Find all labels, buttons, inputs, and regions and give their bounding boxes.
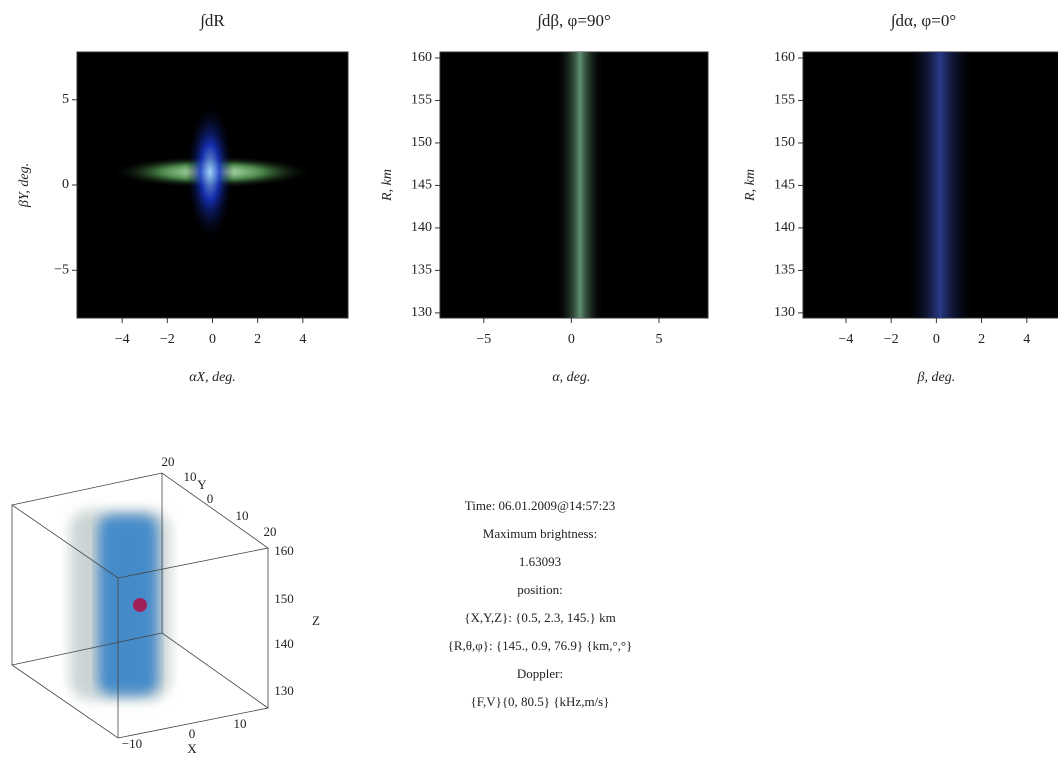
x-tick-label: −2 [884, 332, 899, 347]
cube-label: 20 [162, 454, 175, 469]
x-tick-label: 4 [299, 332, 306, 347]
x-axis-label: β, deg. [917, 370, 956, 385]
cube-label: 0 [189, 726, 196, 741]
cube-label: 10 [236, 508, 249, 523]
info-line: {X,Y,Z}: {0.5, 2.3, 145.} km [464, 610, 615, 625]
y-tick-label: −5 [54, 262, 69, 277]
cube-label: Y [197, 477, 207, 492]
x-tick-label: 0 [568, 332, 575, 347]
cube-label: X [187, 741, 197, 756]
y-axis-label: R, km [743, 169, 758, 202]
x-tick-label: 5 [655, 332, 662, 347]
x-tick-label: 4 [1023, 332, 1030, 347]
glow [905, 52, 975, 318]
x-tick-label: −5 [476, 332, 491, 347]
cube-label: 10 [234, 716, 247, 731]
info-line: Time: 06.01.2009@14:57:23 [465, 498, 616, 513]
chart-title: ∫dR [199, 11, 225, 31]
cube-label: 0 [207, 491, 214, 506]
y-tick-label: 135 [774, 263, 795, 278]
info-line: Maximum brightness: [483, 526, 597, 541]
y-tick-label: 150 [774, 135, 795, 150]
y-tick-label: 155 [411, 93, 432, 108]
x-tick-label: 0 [209, 332, 216, 347]
y-tick-label: 5 [62, 92, 69, 107]
info-line: position: [517, 582, 563, 597]
y-tick-label: 0 [62, 177, 69, 192]
x-tick-label: 2 [254, 332, 261, 347]
cube-label: 130 [274, 683, 294, 698]
y-tick-label: 160 [774, 50, 795, 65]
cube-label: Z [312, 613, 320, 628]
x-tick-label: −2 [160, 332, 175, 347]
y-tick-label: 140 [774, 220, 795, 235]
x-tick-label: 2 [978, 332, 985, 347]
y-tick-label: 130 [411, 305, 432, 320]
info-line: Doppler: [517, 666, 563, 681]
info-line: 1.63093 [519, 554, 561, 569]
cube-label: −10 [122, 736, 142, 751]
cube [11, 472, 269, 739]
x-tick-label: −4 [838, 332, 853, 347]
y-tick-label: 145 [411, 178, 432, 193]
glow [186, 102, 234, 242]
cube-label: 140 [274, 636, 294, 651]
y-tick-label: 145 [774, 178, 795, 193]
info-line: {R,θ,φ}: {145., 0.9, 76.9} {km,°,°} [448, 638, 633, 653]
x-tick-label: −4 [115, 332, 130, 347]
chart-title: ∫dβ, φ=90° [536, 11, 611, 31]
x-axis-label: α, deg. [552, 370, 590, 385]
y-tick-label: 160 [411, 50, 432, 65]
cube-label: 160 [274, 543, 294, 558]
y-tick-label: 150 [411, 135, 432, 150]
cube-label: 150 [274, 591, 294, 606]
y-axis-label: R, km [380, 169, 395, 202]
x-tick-label: 0 [933, 332, 940, 347]
cube-label: 20 [264, 524, 277, 539]
chart-title: ∫dα, φ=0° [890, 11, 956, 31]
x-axis-label: αX, deg. [189, 370, 236, 385]
cube-label: 10 [184, 469, 197, 484]
y-tick-label: 135 [411, 263, 432, 278]
glow [556, 52, 604, 318]
y-tick-label: 140 [411, 220, 432, 235]
y-axis-label: βY, deg. [17, 163, 32, 208]
info-line: {F,V}{0, 80.5} {kHz,m/s} [471, 694, 610, 709]
y-tick-label: 130 [774, 305, 795, 320]
y-tick-label: 155 [774, 93, 795, 108]
